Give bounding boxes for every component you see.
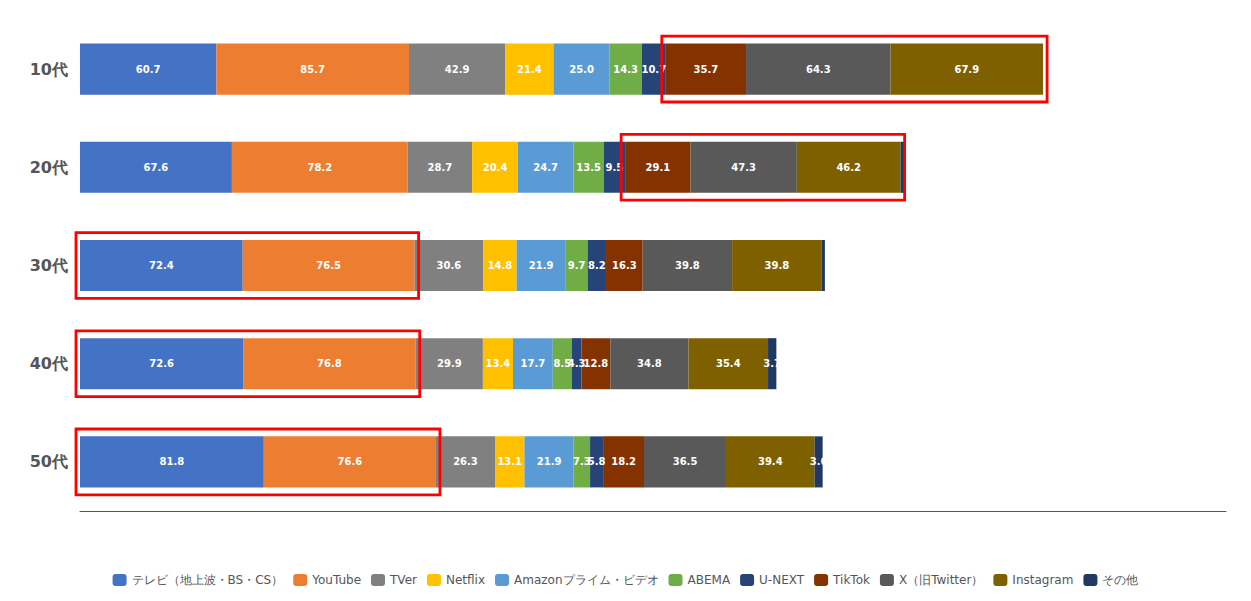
svg-text:14.8: 14.8 — [488, 260, 513, 271]
svg-text:Amazonプライム・ビデオ: Amazonプライム・ビデオ — [514, 573, 659, 587]
svg-text:YouTube: YouTube — [311, 573, 361, 587]
svg-text:78.2: 78.2 — [307, 162, 332, 173]
svg-text:ABEMA: ABEMA — [688, 573, 731, 587]
svg-text:3.6: 3.6 — [810, 456, 828, 467]
svg-text:64.3: 64.3 — [806, 64, 831, 75]
svg-text:13.4: 13.4 — [486, 358, 511, 369]
svg-text:72.6: 72.6 — [149, 358, 174, 369]
svg-text:39.4: 39.4 — [758, 456, 783, 467]
svg-text:X（旧Twitter）: X（旧Twitter） — [899, 573, 983, 587]
svg-text:25.0: 25.0 — [569, 64, 594, 75]
svg-text:10.7: 10.7 — [641, 63, 667, 75]
svg-text:TVer: TVer — [389, 573, 417, 587]
svg-text:21.9: 21.9 — [529, 260, 554, 271]
svg-text:16.3: 16.3 — [612, 260, 637, 271]
svg-text:21.4: 21.4 — [517, 64, 542, 75]
svg-text:その他: その他 — [1102, 573, 1138, 587]
svg-text:30.6: 30.6 — [437, 260, 462, 271]
svg-text:10代: 10代 — [30, 60, 68, 79]
svg-text:20代: 20代 — [30, 158, 68, 177]
svg-text:36.5: 36.5 — [673, 456, 698, 467]
svg-text:14.3: 14.3 — [613, 64, 638, 75]
svg-text:8.2: 8.2 — [588, 260, 606, 271]
svg-text:30代: 30代 — [30, 256, 68, 275]
svg-text:Netflix: Netflix — [446, 573, 485, 587]
svg-text:20.4: 20.4 — [483, 162, 508, 173]
svg-text:29.9: 29.9 — [437, 358, 462, 369]
svg-text:85.7: 85.7 — [300, 64, 325, 75]
svg-text:50代: 50代 — [30, 452, 68, 471]
svg-text:21.9: 21.9 — [537, 456, 562, 467]
svg-text:13.5: 13.5 — [576, 162, 601, 173]
svg-text:39.8: 39.8 — [764, 260, 789, 271]
svg-text:67.6: 67.6 — [144, 162, 169, 173]
svg-text:8.5: 8.5 — [553, 358, 572, 370]
svg-text:67.9: 67.9 — [954, 64, 979, 75]
svg-text:40代: 40代 — [30, 354, 68, 373]
svg-text:60.7: 60.7 — [136, 64, 161, 75]
svg-text:24.7: 24.7 — [533, 162, 558, 173]
svg-text:76.8: 76.8 — [317, 358, 342, 369]
svg-text:TikTok: TikTok — [832, 573, 870, 587]
svg-text:72.4: 72.4 — [149, 260, 174, 271]
svg-text:12.8: 12.8 — [584, 358, 609, 369]
svg-text:3.7: 3.7 — [763, 358, 781, 369]
svg-text:81.8: 81.8 — [160, 456, 185, 467]
svg-text:39.8: 39.8 — [675, 260, 700, 271]
svg-text:34.8: 34.8 — [637, 358, 662, 369]
svg-text:76.6: 76.6 — [338, 456, 363, 467]
svg-text:29.1: 29.1 — [645, 162, 670, 173]
svg-text:9.7: 9.7 — [568, 260, 586, 271]
svg-text:7.3: 7.3 — [573, 456, 591, 468]
svg-text:47.3: 47.3 — [731, 162, 756, 173]
svg-text:35.4: 35.4 — [716, 358, 741, 369]
svg-text:テレビ（地上波・BS・CS）: テレビ（地上波・BS・CS） — [132, 573, 284, 587]
svg-text:9.5: 9.5 — [605, 161, 624, 173]
svg-text:18.2: 18.2 — [611, 456, 636, 467]
svg-text:42.9: 42.9 — [445, 64, 470, 75]
svg-text:5.8: 5.8 — [588, 456, 606, 467]
svg-text:17.7: 17.7 — [521, 358, 546, 369]
svg-text:U-NEXT: U-NEXT — [759, 573, 805, 587]
svg-text:13.1: 13.1 — [497, 456, 522, 467]
svg-text:46.2: 46.2 — [836, 162, 861, 173]
svg-text:Instagram: Instagram — [1012, 573, 1073, 587]
svg-text:28.7: 28.7 — [428, 162, 453, 173]
svg-text:76.5: 76.5 — [316, 260, 341, 271]
svg-text:4.3: 4.3 — [567, 358, 586, 370]
svg-text:26.3: 26.3 — [453, 456, 478, 467]
svg-text:35.7: 35.7 — [694, 64, 719, 75]
